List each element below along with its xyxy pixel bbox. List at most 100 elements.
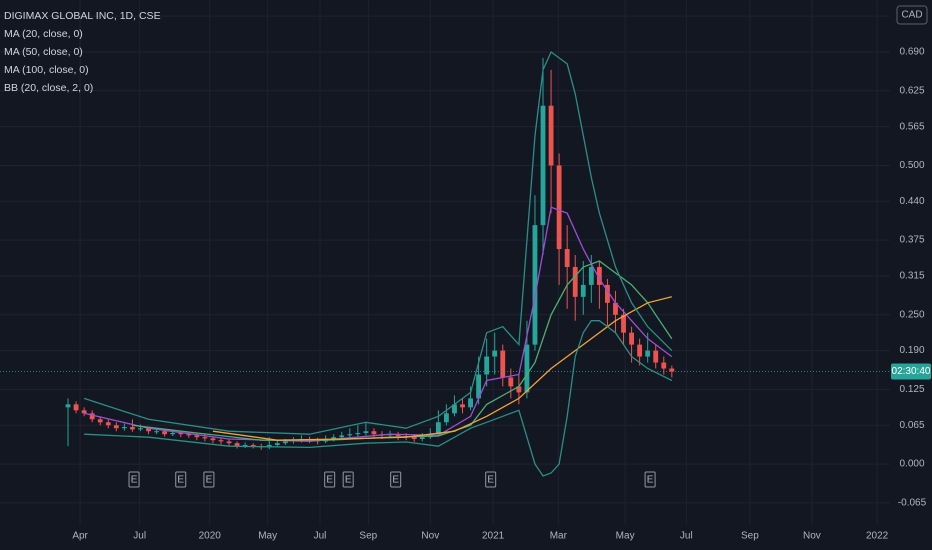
candle-body: [186, 434, 192, 436]
grid: [0, 0, 890, 525]
candle-body: [339, 435, 345, 438]
x-tick-label: Mar: [550, 531, 568, 542]
chart-title: DIGIMAX GLOBAL INC, 1D, CSE: [4, 10, 161, 22]
candle-body: [226, 441, 232, 444]
event-marker: [644, 471, 656, 488]
indicator-line: [83, 206, 673, 443]
candle-body: [89, 413, 95, 420]
x-tick-label: May: [258, 531, 277, 542]
y-tick-label: 0.440: [899, 196, 924, 207]
candle-body: [621, 314, 626, 333]
candle-body: [121, 427, 127, 429]
event-label: E: [177, 475, 184, 486]
candle-body: [113, 425, 119, 429]
event-label: E: [131, 475, 138, 486]
x-tick-label: Jul: [680, 531, 693, 542]
y-tick-label: 0.565: [899, 121, 924, 132]
candle-body: [202, 437, 208, 439]
price-tag: [891, 363, 931, 380]
candle-body: [532, 225, 538, 345]
candle-body: [484, 356, 490, 375]
candle-body: [645, 350, 651, 357]
candle-body: [178, 433, 184, 435]
candle-body: [105, 422, 111, 426]
y-tick-label: 0.190: [899, 345, 924, 356]
candle-body: [331, 437, 337, 439]
x-tick-label: Jul: [314, 531, 327, 542]
y-tick-label: 0.690: [899, 47, 924, 58]
indicator-line: [212, 296, 672, 441]
candle-body: [435, 422, 441, 435]
y-tick-label: 0.375: [899, 235, 924, 246]
candle-body: [468, 398, 473, 408]
candle-body: [411, 437, 417, 439]
candle-body: [419, 437, 425, 439]
event-label: E: [392, 475, 399, 486]
x-tick-label: Nov: [803, 531, 821, 542]
x-tick-label: 2020: [199, 531, 222, 542]
event-label: E: [345, 475, 352, 486]
candle-body: [395, 434, 401, 437]
candle-body: [130, 427, 135, 430]
candle-body: [596, 266, 602, 285]
y-tick-label: 0.250: [899, 309, 924, 320]
candle-body: [492, 350, 498, 357]
y-tick-label: 0.125: [899, 384, 924, 395]
candle-body: [629, 332, 634, 345]
y-tick-label: 0.315: [899, 271, 924, 282]
candle-body: [234, 443, 240, 447]
candle-body: [508, 377, 514, 387]
y-tick-label: 0.500: [899, 160, 924, 171]
indicator-line: [132, 260, 673, 441]
legend-entry: MA (50, close, 0): [4, 46, 83, 58]
x-tick-label: Sep: [359, 531, 377, 542]
candle-body: [162, 431, 168, 435]
candle-body: [524, 344, 530, 393]
candle-body: [572, 266, 578, 297]
candle-body: [274, 443, 280, 445]
candle-body: [588, 266, 594, 285]
countdown: 02:30:40: [892, 366, 931, 377]
indicator-line: [84, 320, 673, 477]
candle-body: [146, 428, 151, 432]
y-tick-label: 0.000: [899, 459, 924, 470]
candle-body: [452, 404, 457, 414]
candle-body: [242, 444, 248, 447]
event-label: E: [487, 475, 494, 486]
candle-body: [154, 431, 160, 433]
event-label: E: [647, 475, 654, 486]
currency: CAD: [901, 10, 922, 21]
candle-body: [138, 428, 143, 430]
candle-body: [661, 362, 667, 369]
x-tick-label: Sep: [741, 531, 759, 542]
x-tick-label: Nov: [421, 531, 439, 542]
candle-body: [637, 344, 643, 357]
candle-body: [347, 434, 353, 436]
currency-badge: [896, 5, 928, 25]
x-tick-label: 2021: [482, 531, 505, 542]
event-marker: [128, 471, 140, 488]
legend-entry: BB (20, close, 2, 0): [4, 82, 93, 94]
candle-body: [65, 404, 71, 408]
candle-body: [548, 105, 554, 166]
candle-body: [194, 435, 200, 438]
candle-body: [81, 410, 87, 414]
axes: 0.7500.6900.6250.5650.5000.4400.3750.315…: [72, 5, 931, 542]
candle-body: [282, 441, 288, 444]
candle-body: [218, 440, 224, 442]
y-tick-label: 0.065: [899, 420, 924, 431]
event-marker: [390, 471, 402, 488]
candle-body: [210, 438, 216, 441]
candle-body: [170, 433, 176, 435]
x-tick-label: May: [616, 531, 635, 542]
event-marker: [485, 471, 497, 488]
y-tick-label: -0.065: [898, 498, 927, 509]
y-tick-label: 0.625: [899, 85, 924, 96]
candle-body: [460, 404, 465, 408]
candle-body: [613, 302, 618, 315]
candle-body: [97, 419, 103, 423]
candle-body: [476, 374, 482, 399]
candle-body: [250, 444, 256, 447]
